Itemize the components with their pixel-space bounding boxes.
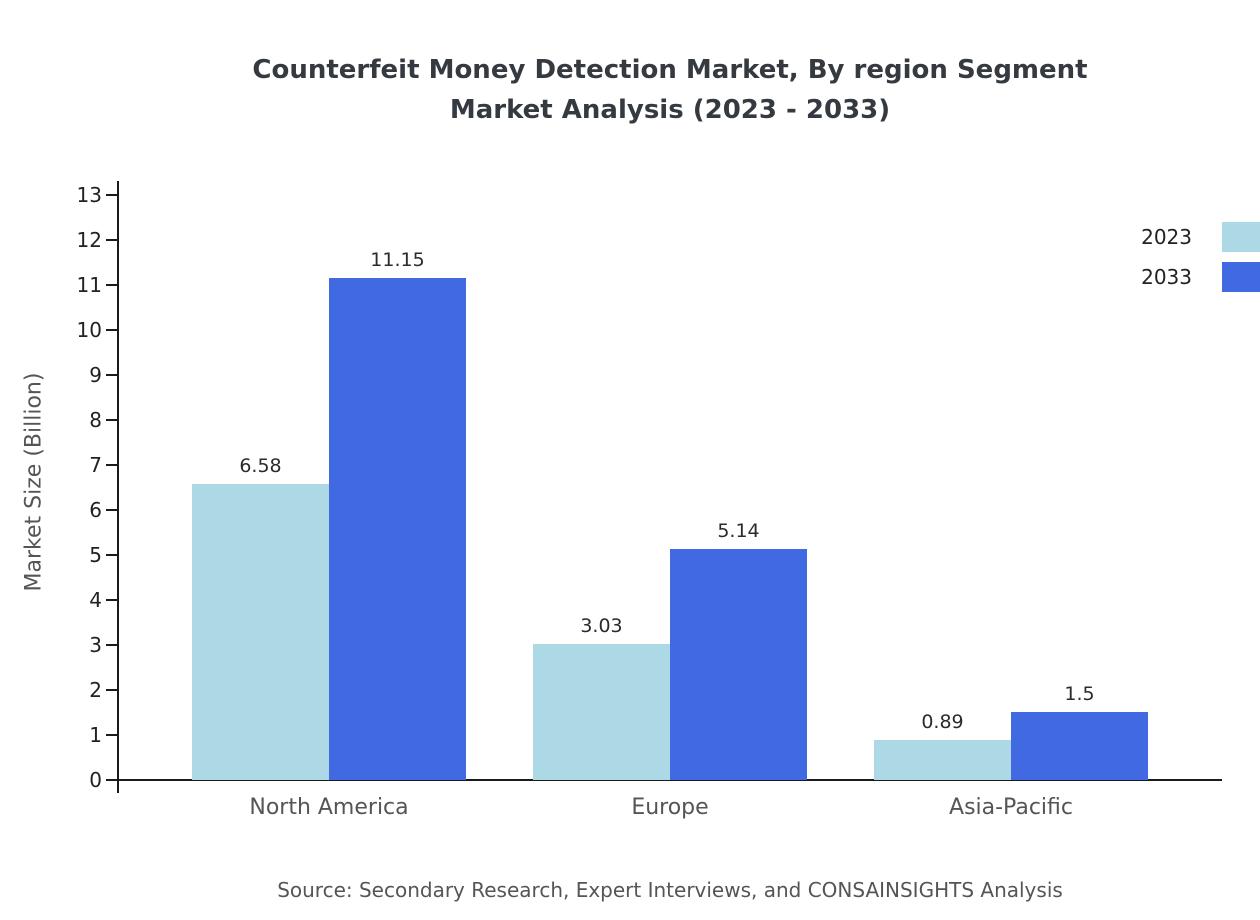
bar-value-label-2023-europe: 3.03 xyxy=(580,615,623,637)
chart-title: Counterfeit Money Detection Market, By r… xyxy=(118,50,1222,130)
y-tick-label-6: 6 xyxy=(89,498,102,522)
y-tick-label-4: 4 xyxy=(89,588,102,612)
bar-2033-north-america xyxy=(329,278,466,780)
y-tick-label-10: 10 xyxy=(76,318,102,342)
y-tick-mark-10 xyxy=(106,329,118,331)
y-tick-mark-2 xyxy=(106,689,118,691)
y-tick-label-2: 2 xyxy=(89,678,102,702)
y-tick-mark-8 xyxy=(106,419,118,421)
y-tick-mark-4 xyxy=(106,599,118,601)
y-tick-mark-0 xyxy=(106,779,118,781)
y-tick-label-3: 3 xyxy=(89,633,102,657)
y-tick-mark-6 xyxy=(106,509,118,511)
y-tick-mark-7 xyxy=(106,464,118,466)
bar-2023-north-america xyxy=(192,484,329,780)
bar-2033-europe xyxy=(670,549,807,780)
bar-2033-asia-pacific xyxy=(1011,712,1148,780)
x-axis-line xyxy=(117,779,1222,781)
y-tick-label-1: 1 xyxy=(89,723,102,747)
x-category-label-1: Europe xyxy=(631,795,709,820)
bar-value-label-2023-north-america: 6.58 xyxy=(239,455,282,477)
legend-swatch-2033 xyxy=(1222,262,1260,292)
legend-swatch-2023 xyxy=(1222,222,1260,252)
y-tick-label-11: 11 xyxy=(76,273,102,297)
chart-title-line-2: Market Analysis (2023 - 2033) xyxy=(449,95,891,125)
x-category-label-0: North America xyxy=(249,795,409,820)
y-tick-label-9: 9 xyxy=(89,363,102,387)
bar-2023-asia-pacific xyxy=(874,740,1011,780)
chart-title-line-1: Counterfeit Money Detection Market, By r… xyxy=(252,55,1088,85)
y-tick-mark-5 xyxy=(106,554,118,556)
x-category-label-2: Asia-Pacific xyxy=(949,795,1073,820)
bar-value-label-2023-asia-pacific: 0.89 xyxy=(921,711,964,733)
y-tick-mark-9 xyxy=(106,374,118,376)
bar-value-label-2033-north-america: 11.15 xyxy=(370,249,425,271)
bar-2023-europe xyxy=(533,644,670,780)
y-tick-mark-13 xyxy=(106,194,118,196)
y-tick-label-7: 7 xyxy=(89,453,102,477)
y-tick-mark-12 xyxy=(106,239,118,241)
legend-label-2023: 2023 xyxy=(1141,225,1192,249)
y-tick-label-5: 5 xyxy=(89,543,102,567)
y-tick-mark-3 xyxy=(106,644,118,646)
bar-value-label-2033-asia-pacific: 1.5 xyxy=(1064,683,1095,705)
source-note: Source: Secondary Research, Expert Inter… xyxy=(277,878,1063,902)
y-axis-line xyxy=(117,181,119,793)
y-tick-label-13: 13 xyxy=(76,183,102,207)
y-tick-label-12: 12 xyxy=(76,228,102,252)
bar-value-label-2033-europe: 5.14 xyxy=(717,520,760,542)
y-tick-label-8: 8 xyxy=(89,408,102,432)
y-tick-mark-11 xyxy=(106,284,118,286)
y-tick-label-0: 0 xyxy=(89,768,102,792)
y-tick-mark-1 xyxy=(106,734,118,736)
legend-label-2033: 2033 xyxy=(1141,265,1192,289)
